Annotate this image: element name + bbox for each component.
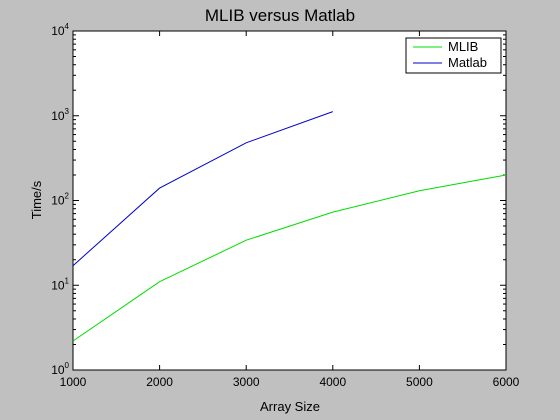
x-tick-label: 4000 bbox=[319, 375, 346, 389]
legend-box bbox=[405, 37, 502, 74]
x-tick-label: 2000 bbox=[146, 375, 173, 389]
axis-ticks: 1000 2000 3000 4000 5000 6000 100 101 102 103 104 bbox=[51, 22, 519, 389]
legend-label-mlib: MLIB bbox=[448, 39, 478, 54]
chart-title: MLIB versus Matlab bbox=[205, 6, 355, 25]
x-tick-label: 5000 bbox=[406, 375, 433, 389]
series-line-matlab bbox=[72, 111, 333, 267]
y-axis-label: Time/s bbox=[29, 180, 44, 219]
series-lines bbox=[72, 111, 507, 342]
series-line-mlib bbox=[72, 174, 507, 342]
plot-area bbox=[72, 30, 507, 371]
y-tick-label: 102 bbox=[51, 192, 69, 208]
x-tick-label: 3000 bbox=[233, 375, 260, 389]
y-tick-label: 104 bbox=[51, 22, 69, 38]
y-tick-label: 103 bbox=[51, 107, 69, 123]
x-tick-label: 1000 bbox=[60, 375, 87, 389]
y-tick-label: 100 bbox=[51, 361, 69, 377]
legend-label-matlab: Matlab bbox=[448, 55, 487, 70]
x-tick-label: 6000 bbox=[493, 375, 520, 389]
y-tick-label: 101 bbox=[51, 276, 69, 292]
legend: MLIB Matlab bbox=[405, 37, 502, 74]
x-axis-label: Array Size bbox=[260, 399, 320, 414]
